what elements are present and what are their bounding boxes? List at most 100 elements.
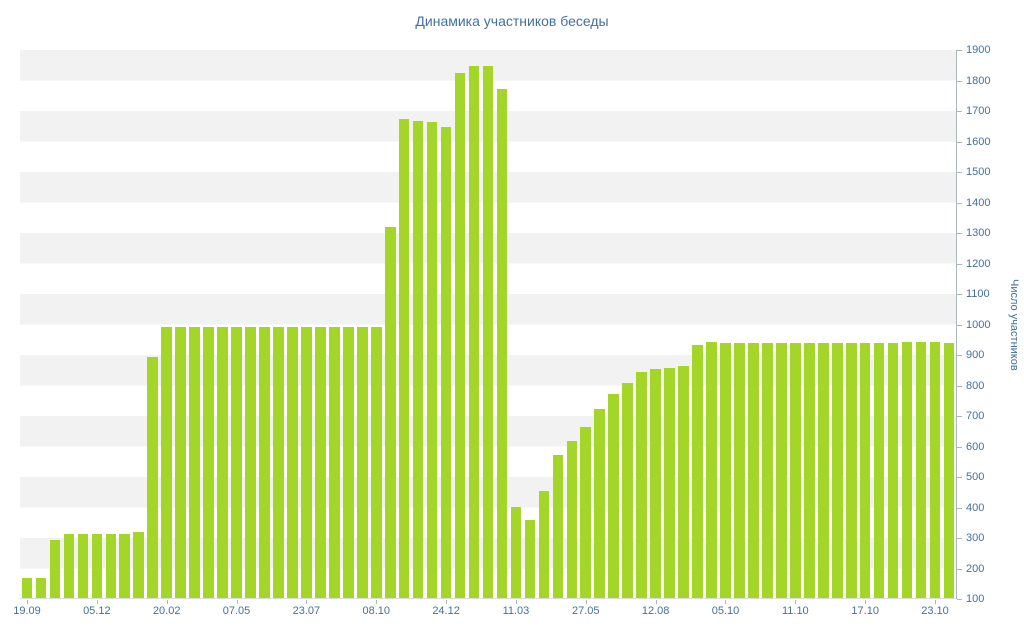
y-tick-label: 1200: [966, 257, 991, 270]
bar: [538, 491, 550, 598]
x-tick-mark: [236, 600, 238, 604]
bar: [817, 343, 829, 598]
y-tick-mark: [957, 233, 962, 234]
y-tick-mark: [957, 141, 962, 143]
bar: [77, 533, 89, 598]
y-tick-mark: [957, 324, 962, 326]
bar: [217, 326, 228, 598]
bar: [790, 343, 801, 598]
y-tick-mark: [957, 416, 962, 417]
bar: [622, 382, 633, 598]
bar: [873, 343, 885, 598]
bar: [273, 326, 284, 598]
bar: [412, 120, 424, 598]
bar: [356, 326, 368, 598]
x-tick-label: 12.08: [641, 605, 670, 617]
bar: [706, 341, 717, 598]
bar: [510, 506, 522, 598]
y-tick-label: 1100: [966, 288, 990, 300]
bar: [468, 65, 480, 598]
bar: [566, 440, 578, 598]
bar: [203, 326, 214, 598]
y-tick-label: 500: [966, 471, 985, 483]
y-tick-mark: [957, 599, 962, 600]
x-tick-mark: [795, 600, 797, 604]
y-axis-title: Число участников: [1008, 278, 1020, 371]
y-tick-label: 1700: [966, 105, 991, 117]
bar: [580, 427, 592, 598]
y-tick-label: 300: [966, 532, 985, 544]
y-tick-mark: [957, 385, 962, 387]
x-tick-mark: [376, 600, 378, 604]
bar: [119, 533, 131, 598]
x-tick-mark: [446, 600, 448, 604]
x-tick-label: 27.05: [572, 605, 600, 617]
bar: [650, 369, 661, 598]
x-axis: 19.09 05.12 20.02 07.05 23.07 08.10 24.12 11.03…: [13, 600, 956, 630]
bar: [329, 326, 340, 598]
bar: [63, 533, 75, 598]
x-tick-label: 11.10: [781, 605, 809, 617]
y-tick-mark: [957, 446, 962, 448]
x-tick-label: 08.10: [362, 605, 390, 617]
y-tick-label: 1000: [966, 318, 991, 331]
y-tick-mark: [957, 202, 962, 204]
bar: [440, 126, 452, 598]
bar: [147, 357, 159, 598]
x-tick-label: 19.09: [13, 605, 41, 617]
y-tick-label: 1300: [966, 227, 991, 239]
bar: [929, 341, 941, 598]
y-tick-label: 900: [966, 349, 985, 361]
y-tick-label: 1800: [966, 74, 991, 87]
bar: [734, 343, 745, 598]
bar: [287, 326, 298, 598]
y-tick-label: 1900: [966, 44, 991, 56]
bar: [21, 578, 33, 598]
x-tick-label: 05.10: [711, 605, 740, 617]
bar: [831, 343, 843, 598]
bar: [762, 343, 773, 598]
x-tick-label: 11.03: [502, 605, 530, 617]
bar: [133, 532, 145, 598]
y-tick-mark: [957, 172, 962, 173]
bar: [678, 366, 689, 598]
bar: [552, 454, 564, 598]
bar: [664, 367, 675, 598]
x-tick-label: 23.07: [292, 605, 321, 617]
bar: [189, 326, 200, 598]
y-tick-label: 400: [966, 501, 985, 514]
bar: [231, 326, 242, 598]
bar: [301, 326, 312, 598]
bar: [454, 73, 466, 598]
x-tick-mark: [935, 600, 937, 604]
x-tick-label: 07.05: [222, 605, 251, 617]
y-tick-mark: [957, 80, 962, 82]
bar: [398, 119, 410, 598]
y-tick-mark: [957, 263, 962, 265]
y-axis: 1900 1800 1700 1600 1500 1400 1300 1200 1100 1000…: [956, 44, 1002, 605]
y-tick-mark: [957, 111, 962, 112]
bar: [35, 578, 47, 598]
y-tick-label: 600: [966, 440, 985, 453]
bar: [91, 533, 103, 598]
y-tick-mark: [957, 568, 962, 570]
bar: [776, 343, 787, 598]
y-tick-label: 800: [966, 379, 985, 392]
y-tick-mark: [957, 355, 962, 356]
bar: [887, 343, 899, 598]
x-tick-mark: [655, 600, 657, 604]
x-tick-mark: [725, 600, 727, 604]
plot-area: [20, 50, 956, 599]
bar: [845, 343, 857, 598]
bar: [943, 343, 955, 598]
bar: [259, 326, 270, 598]
x-tick-label: 17.10: [851, 605, 879, 617]
bar: [175, 326, 186, 598]
bar: [915, 341, 927, 598]
bar: [901, 341, 913, 598]
x-tick-label: 23.10: [921, 605, 949, 617]
x-tick-label: 24.12: [432, 605, 460, 617]
bar: [49, 540, 61, 598]
bar: [636, 372, 647, 598]
